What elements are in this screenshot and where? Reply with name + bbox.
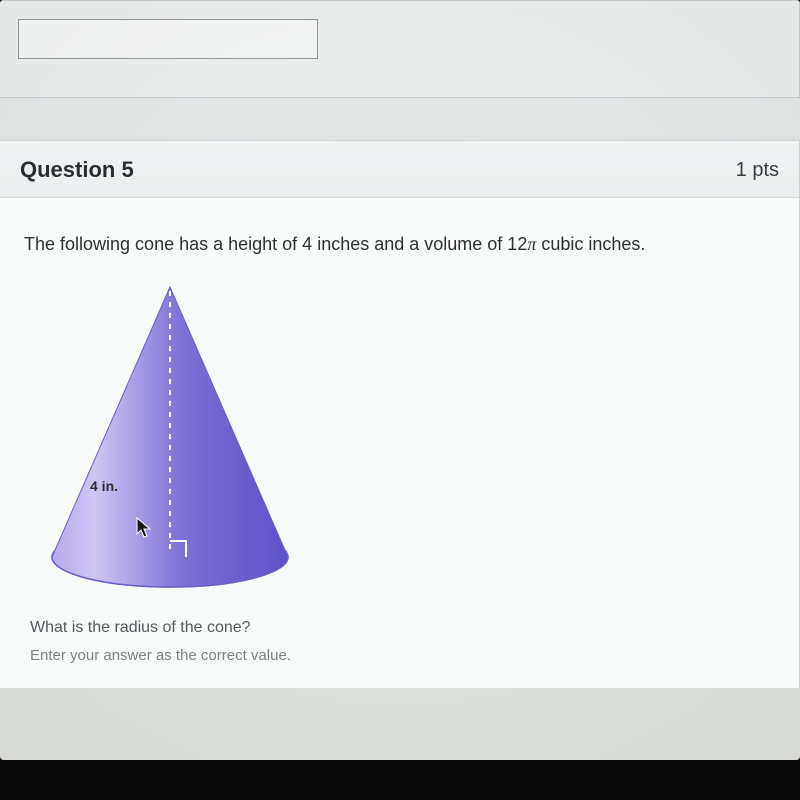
cone-svg: 4 in.	[30, 281, 310, 601]
question-points: 1 pts	[736, 159, 779, 182]
svg-text:4 in.: 4 in.	[90, 478, 118, 494]
question-number: Question 5	[20, 157, 134, 183]
radius-question: What is the radius of the cone?	[30, 619, 775, 637]
question-body: The following cone has a height of 4 inc…	[0, 198, 799, 688]
panel-gap	[0, 98, 800, 140]
question-panel: Question 5 1 pts The following cone has …	[0, 140, 800, 688]
question-header: Question 5 1 pts	[0, 141, 799, 198]
prompt-text-post: cubic inches.	[536, 234, 645, 254]
prompt-text-pre: The following cone has a height of 4 inc…	[24, 234, 527, 254]
answer-instruction: Enter your answer as the correct value.	[30, 647, 775, 664]
cone-figure: 4 in.	[30, 281, 310, 601]
previous-question-panel	[0, 0, 800, 98]
question-prompt: The following cone has a height of 4 inc…	[24, 234, 775, 255]
previous-answer-input[interactable]	[18, 19, 318, 59]
device-bezel	[0, 760, 800, 800]
